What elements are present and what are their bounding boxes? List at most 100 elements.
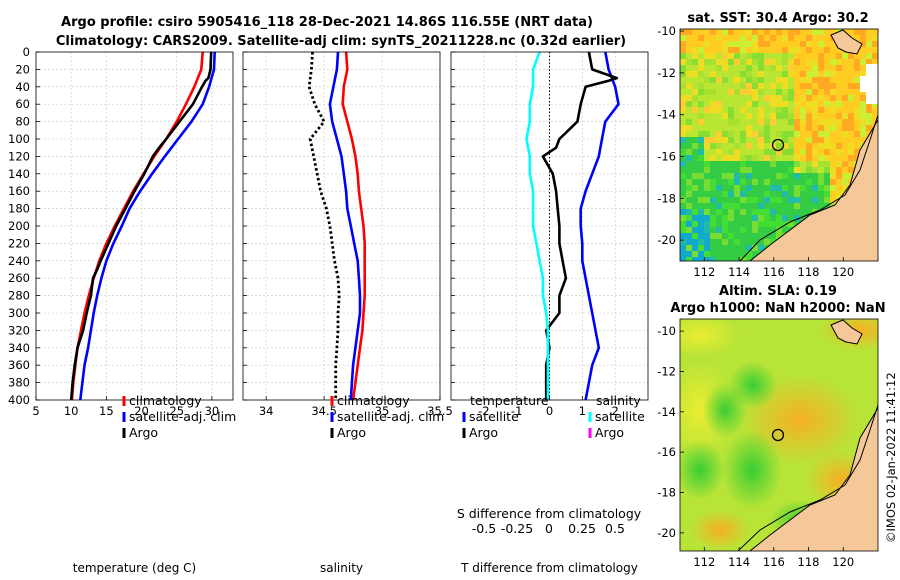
sst-cell <box>860 47 866 53</box>
sst-cell <box>764 197 770 203</box>
sst-cell <box>680 197 686 203</box>
sst-cell <box>860 65 866 71</box>
sst-cell <box>686 131 692 137</box>
sst-cell <box>794 113 800 119</box>
sst-cell <box>818 203 824 209</box>
sst-cell <box>686 41 692 47</box>
sst-cell <box>776 119 782 125</box>
sst-cell <box>722 221 728 227</box>
sst-cell <box>686 221 692 227</box>
sst-cell <box>830 137 836 143</box>
sst-cell <box>800 65 806 71</box>
sst-cell <box>728 125 734 131</box>
sst-cell <box>722 89 728 95</box>
sst-cell <box>710 179 716 185</box>
sst_map-ytick-label: -10 <box>657 24 676 38</box>
sst_map-xtick-label: 112 <box>693 265 715 279</box>
sst-cell <box>728 41 734 47</box>
sst-cell <box>830 149 836 155</box>
sst-cell <box>782 77 788 83</box>
sst-cell <box>758 221 764 227</box>
sst-cell <box>704 161 710 167</box>
sst-cell <box>782 131 788 137</box>
sst-cell <box>746 251 752 257</box>
sst-cell <box>776 167 782 173</box>
sst-cell <box>680 77 686 83</box>
sst-cell <box>860 95 866 101</box>
sst-cell <box>830 77 836 83</box>
sst-cell <box>782 209 788 215</box>
sst-cell <box>758 245 764 251</box>
sst-cell <box>686 149 692 155</box>
sst-cell <box>776 227 782 233</box>
sst-cell <box>758 227 764 233</box>
sst-cell <box>734 113 740 119</box>
sst-cell <box>836 89 842 95</box>
sst-cell <box>794 77 800 83</box>
sst-cell <box>698 185 704 191</box>
sst-cell <box>710 149 716 155</box>
sst-cell <box>740 173 746 179</box>
sst-cell <box>716 119 722 125</box>
sst-cell <box>752 221 758 227</box>
sst-cell <box>734 197 740 203</box>
sst-cell <box>860 71 866 77</box>
sst-cell <box>794 209 800 215</box>
sst-cell <box>746 161 752 167</box>
sst-cell <box>788 155 794 161</box>
sst-cell <box>818 101 824 107</box>
sst-cell <box>734 125 740 131</box>
sst-cell <box>770 197 776 203</box>
sst-cell <box>740 113 746 119</box>
sst-cell <box>728 257 734 261</box>
sst-cell <box>764 185 770 191</box>
sst-cell <box>818 95 824 101</box>
sst-cell <box>776 35 782 41</box>
sst-cell <box>746 47 752 53</box>
sst-cell <box>818 89 824 95</box>
s-difference-label: S difference from climatology <box>457 506 642 521</box>
sst-cell <box>698 155 704 161</box>
sst-cell <box>710 131 716 137</box>
depth-tick-label: 140 <box>8 167 30 181</box>
sst-cell <box>866 113 872 119</box>
sst-cell <box>800 89 806 95</box>
sst-cell <box>794 137 800 143</box>
sst-cell <box>728 173 734 179</box>
sst-cell <box>680 113 686 119</box>
sst-cell <box>764 83 770 89</box>
sst-cell <box>698 149 704 155</box>
sst-cell <box>752 131 758 137</box>
sst-cell <box>860 131 866 137</box>
sst-cell <box>728 215 734 221</box>
sst-cell <box>722 179 728 185</box>
sst-map-frame <box>679 28 879 262</box>
sst-cell <box>848 131 854 137</box>
sst-cell <box>710 227 716 233</box>
sst-cell <box>686 185 692 191</box>
sst-cell <box>752 107 758 113</box>
sst-cell <box>782 197 788 203</box>
sst-cell <box>716 215 722 221</box>
sst-cell <box>854 125 860 131</box>
sst-cell <box>764 65 770 71</box>
sst-cell <box>680 167 686 173</box>
sst-cell <box>848 53 854 59</box>
sst-cell <box>806 101 812 107</box>
sst-cell <box>824 167 830 173</box>
sst-cell <box>686 47 692 53</box>
sst-cell <box>800 71 806 77</box>
sst-cell <box>866 53 872 59</box>
sst-cell <box>710 167 716 173</box>
sst-cell <box>734 137 740 143</box>
sst-cell <box>788 35 794 41</box>
sst-cell <box>824 71 830 77</box>
sst-cell <box>686 257 692 261</box>
sst-cell <box>764 101 770 107</box>
sst-cell <box>728 113 734 119</box>
sst-cell <box>770 209 776 215</box>
sst-cell <box>698 41 704 47</box>
sst-cell <box>740 41 746 47</box>
sst-cell <box>710 107 716 113</box>
sst-cell <box>788 173 794 179</box>
